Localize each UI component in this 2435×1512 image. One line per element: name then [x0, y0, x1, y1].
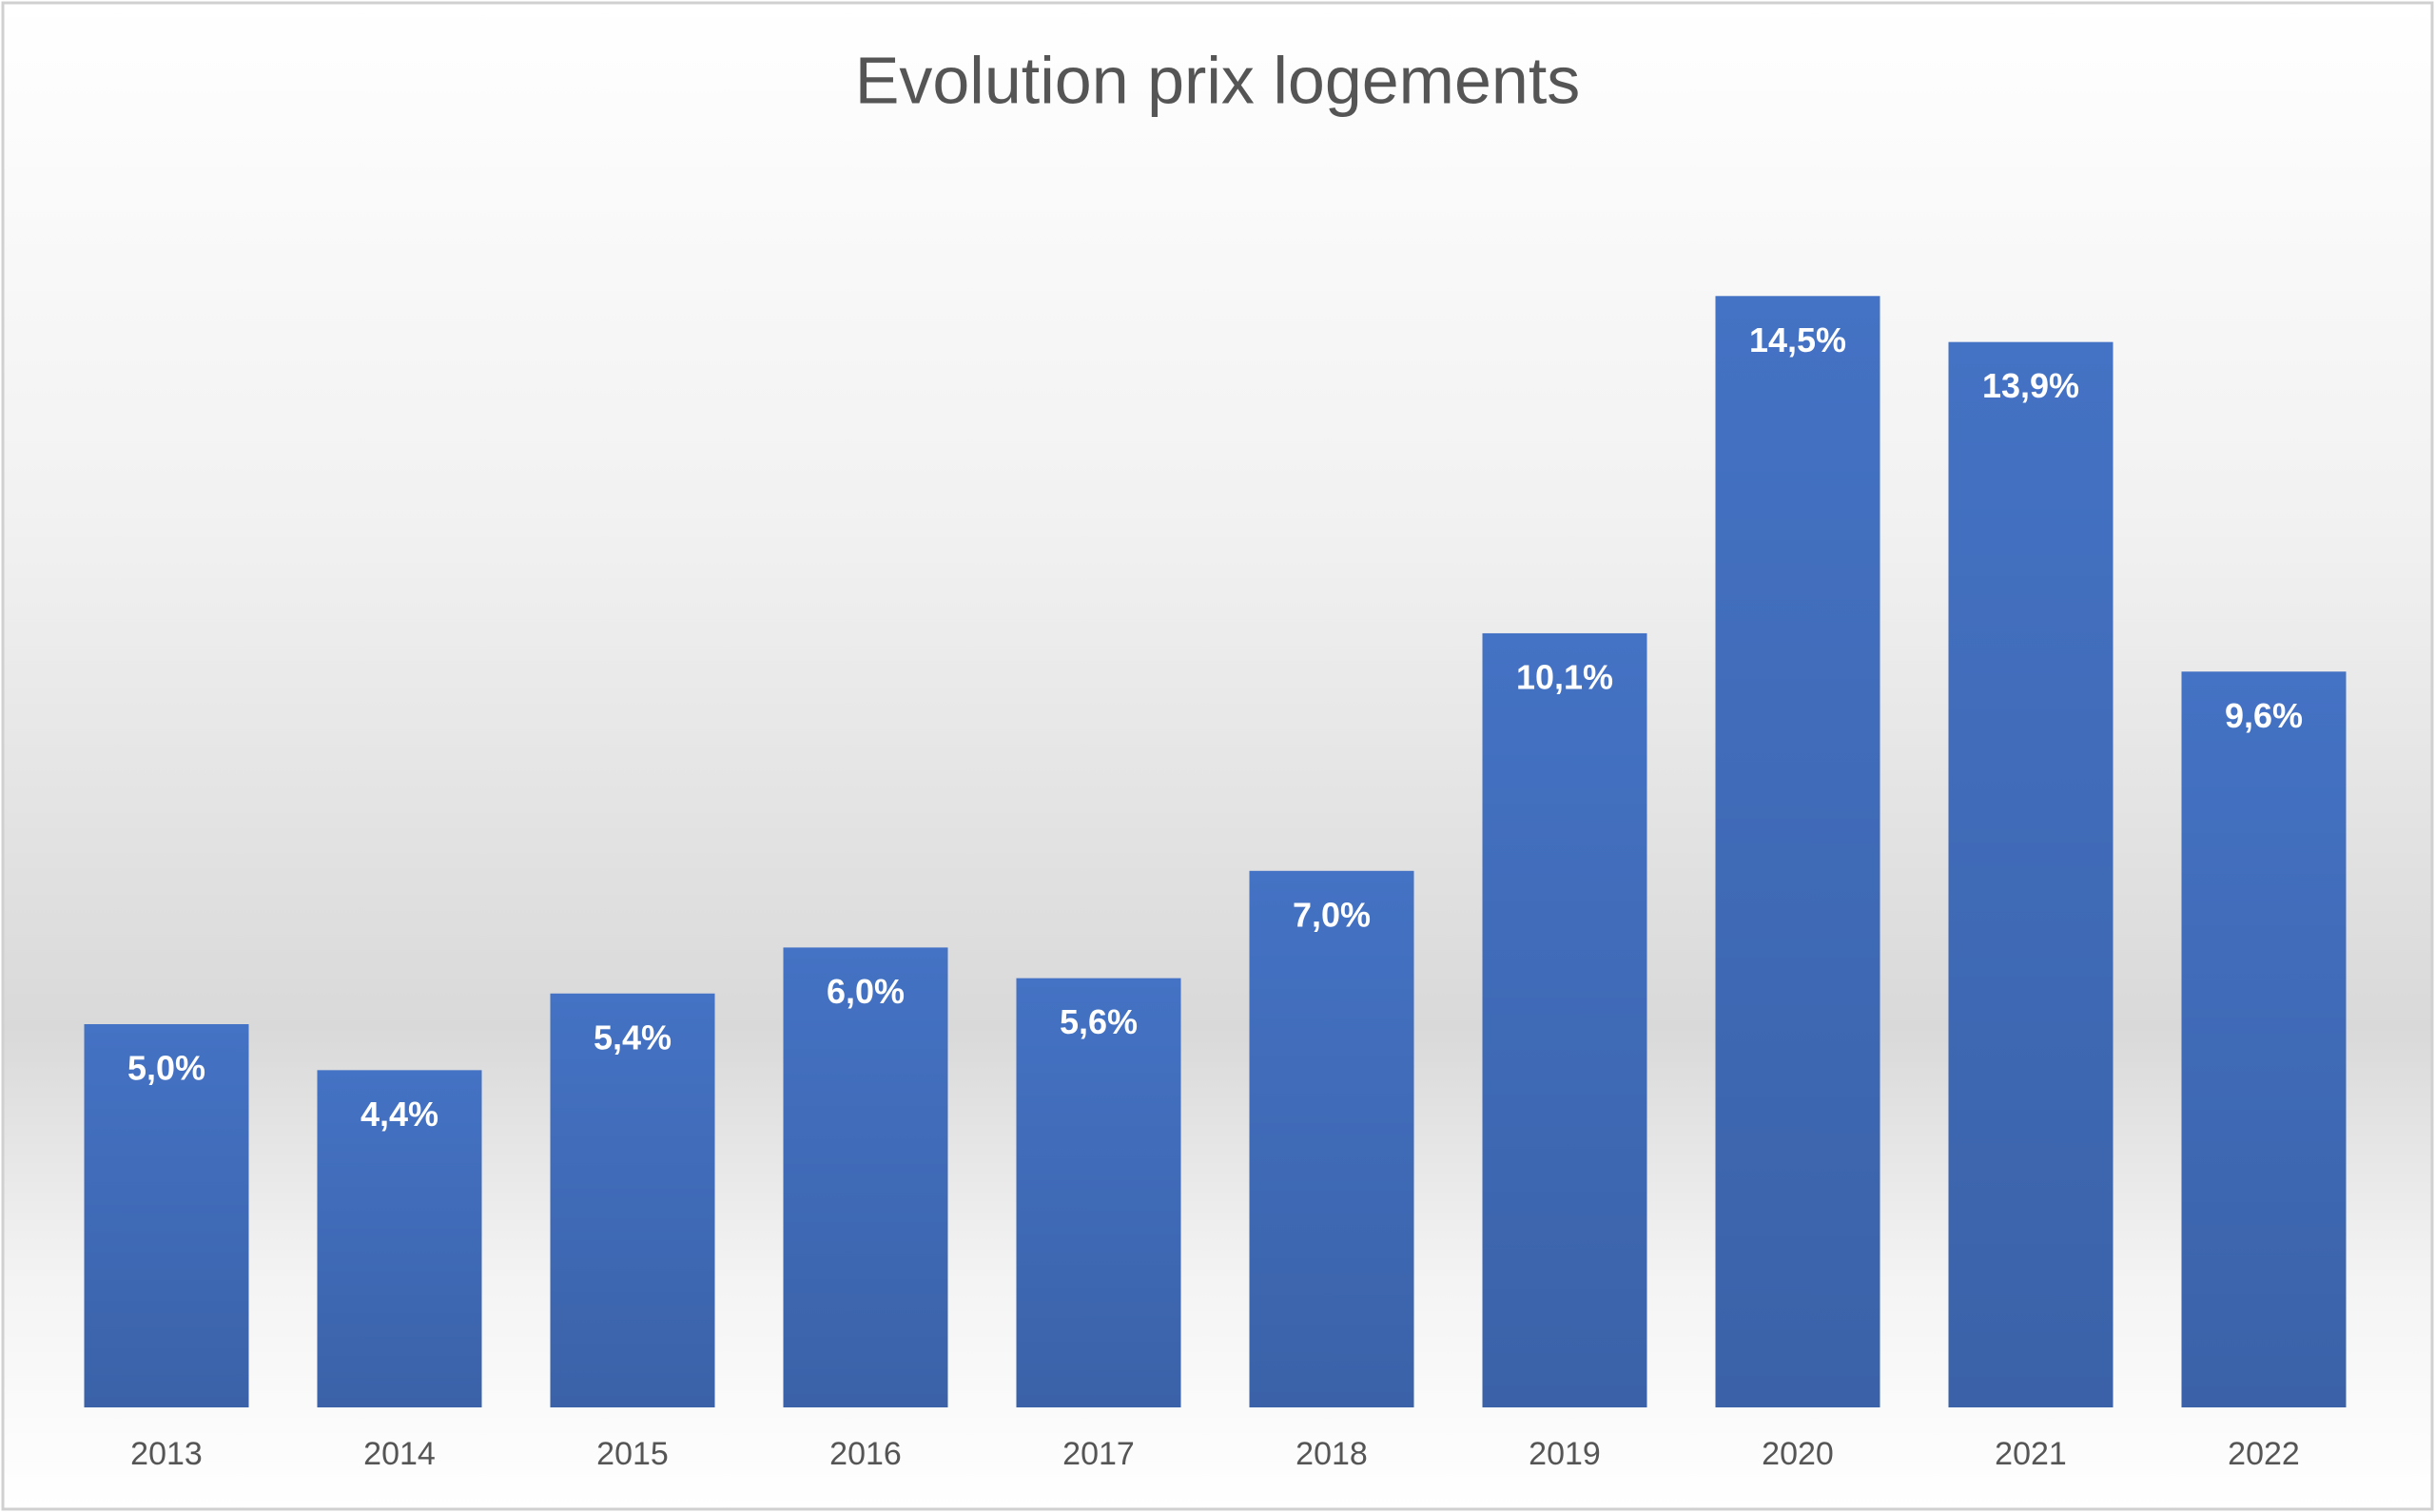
bar [2181, 671, 2347, 1407]
data-label: 14,5% [1749, 320, 1846, 359]
data-label: 5,6% [1060, 1002, 1138, 1041]
x-tick-label: 2021 [1995, 1436, 2067, 1472]
data-label: 6,0% [827, 972, 905, 1011]
data-label: 9,6% [2225, 696, 2303, 735]
x-tick-label: 2015 [596, 1436, 669, 1472]
bar [1016, 978, 1181, 1407]
bar [1249, 870, 1414, 1407]
x-tick-label: 2014 [363, 1436, 436, 1472]
data-label: 5,4% [594, 1018, 672, 1056]
x-tick-label: 2017 [1062, 1436, 1135, 1472]
bar [783, 947, 948, 1407]
bar [1948, 341, 2114, 1407]
data-label: 5,0% [127, 1049, 205, 1088]
data-label: 7,0% [1293, 895, 1371, 934]
x-tick-label: 2013 [130, 1436, 203, 1472]
bar [1482, 632, 1647, 1407]
x-tick-label: 2022 [2228, 1436, 2300, 1472]
x-tick-label: 2018 [1295, 1436, 1368, 1472]
data-label: 10,1% [1516, 657, 1613, 696]
x-tick-label: 2020 [1762, 1436, 1834, 1472]
data-label: 13,9% [1982, 366, 2079, 405]
data-label: 4,4% [360, 1095, 438, 1134]
bar [1715, 296, 1880, 1407]
chart-title: Evolution prix logements [855, 43, 1581, 117]
x-tick-label: 2016 [829, 1436, 902, 1472]
x-tick-label: 2019 [1529, 1436, 1601, 1472]
